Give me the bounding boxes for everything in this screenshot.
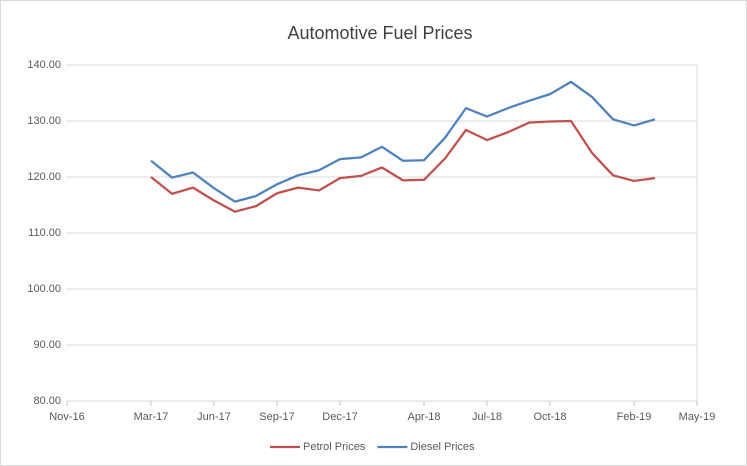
x-tick-label: Nov-16 [49, 411, 84, 423]
x-tick-label: Jun-17 [197, 411, 231, 423]
y-tick-label: 120.00 [27, 171, 61, 183]
x-tick-label: Jul-18 [472, 411, 502, 423]
y-tick-label: 130.00 [27, 115, 61, 127]
x-tick-label: May-19 [679, 411, 716, 423]
line-series [150, 80, 656, 203]
y-tick-label: 140.00 [27, 59, 61, 71]
x-tick-label: Dec-17 [322, 411, 357, 423]
y-tick-label: 110.00 [28, 227, 61, 239]
x-tick-label: Feb-19 [617, 411, 652, 423]
chart-title: Automotive Fuel Prices [287, 23, 472, 43]
y-tick-label: 100.00 [27, 283, 61, 295]
y-tick-label: 80.00 [33, 395, 61, 407]
x-tick-label: Apr-18 [407, 411, 440, 423]
x-tick-label: Mar-17 [134, 411, 169, 423]
x-tick-label: Sep-17 [259, 411, 294, 423]
legend-label: Petrol Prices [303, 441, 366, 453]
legend-label: Diesel Prices [410, 441, 475, 453]
line-series [150, 119, 656, 213]
y-tick-label: 90.00 [33, 339, 61, 351]
x-tick-label: Oct-18 [533, 411, 566, 423]
